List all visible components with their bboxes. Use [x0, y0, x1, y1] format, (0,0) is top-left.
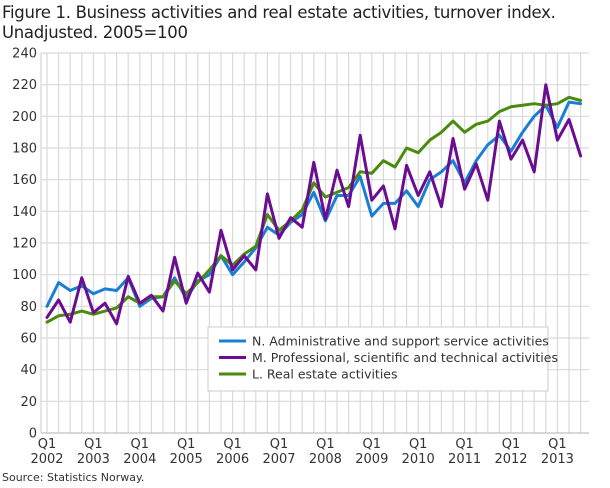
legend-label: M. Professional, scientific and technica… [252, 350, 558, 365]
x-tick-quarter: Q1 [502, 437, 521, 452]
y-tick-label: 40 [20, 363, 37, 378]
series-line-2 [45, 95, 583, 324]
y-tick-label: 120 [12, 237, 37, 252]
x-tick-quarter: Q1 [177, 437, 196, 452]
chart-title-line-1: Figure 1. Business activities and real e… [2, 3, 556, 22]
y-tick-label: 160 [12, 173, 37, 188]
legend-box [207, 326, 549, 392]
x-tick-year: 2009 [355, 452, 388, 467]
x-tick-year: 2010 [402, 452, 435, 467]
y-tick-label: 240 [12, 47, 37, 62]
x-tick-year: 2007 [262, 452, 295, 467]
y-tick-label: 100 [12, 268, 37, 283]
y-tick-label: 60 [20, 332, 37, 347]
source-note: Source: Statistics Norway. [2, 471, 145, 484]
x-tick-year: 2013 [541, 452, 574, 467]
x-tick-quarter: Q1 [455, 437, 474, 452]
y-tick-label: 80 [20, 300, 37, 315]
x-tick-year: 2012 [494, 452, 527, 467]
x-tick-year: 2003 [77, 452, 110, 467]
x-tick-quarter: Q1 [38, 437, 57, 452]
x-tick-quarter: Q1 [84, 437, 103, 452]
x-tick-year: 2006 [216, 452, 249, 467]
series-line-1 [45, 83, 583, 326]
x-tick-quarter: Q1 [270, 437, 289, 452]
legend-label: N. Administrative and support service ac… [252, 334, 549, 349]
x-tick-year: 2008 [309, 452, 342, 467]
x-tick-quarter: Q1 [223, 437, 242, 452]
y-tick-label: 180 [12, 142, 37, 157]
x-axis-ticks: Q12002Q12003Q12004Q12005Q12006Q12007Q120… [30, 437, 573, 467]
chart-title-line-2: Unadjusted. 2005=100 [2, 23, 188, 42]
y-tick-label: 200 [12, 110, 37, 125]
y-tick-label: 140 [12, 205, 37, 220]
x-tick-year: 2011 [448, 452, 481, 467]
x-tick-quarter: Q1 [363, 437, 382, 452]
y-tick-label: 0 [29, 427, 37, 442]
x-tick-year: 2002 [30, 452, 63, 467]
x-tick-year: 2004 [123, 452, 156, 467]
x-tick-year: 2005 [170, 452, 203, 467]
y-tick-label: 20 [20, 395, 37, 410]
series-lines [45, 83, 583, 326]
legend: N. Administrative and support service ac… [207, 326, 558, 392]
y-axis-ticks: 0 20 40 60 80 100 120 140 160 180 200 220 240 [12, 47, 37, 442]
y-tick-label: 220 [12, 78, 37, 93]
legend-label: L. Real estate activities [252, 367, 398, 382]
x-tick-quarter: Q1 [548, 437, 567, 452]
x-tick-quarter: Q1 [131, 437, 150, 452]
x-tick-quarter: Q1 [409, 437, 428, 452]
x-tick-quarter: Q1 [316, 437, 335, 452]
chart-title: Figure 1. Business activities and real e… [2, 3, 602, 43]
